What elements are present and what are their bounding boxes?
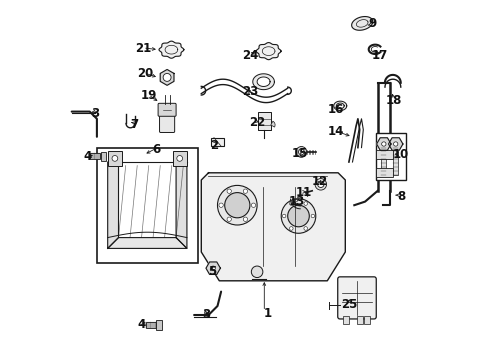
Bar [107,151,122,166]
Text: 25: 25 [340,298,356,311]
Circle shape [303,227,307,230]
Circle shape [381,142,385,146]
Circle shape [211,266,215,270]
Bar [146,322,156,328]
Circle shape [219,203,223,207]
FancyBboxPatch shape [159,114,174,132]
Circle shape [287,205,309,227]
Wedge shape [270,121,275,127]
Circle shape [282,214,285,218]
Bar [392,148,397,175]
Circle shape [281,199,315,233]
Circle shape [393,142,397,146]
Text: 17: 17 [370,49,387,62]
Circle shape [289,227,292,230]
Polygon shape [107,238,186,248]
Circle shape [310,214,314,218]
Circle shape [295,147,306,157]
Text: 24: 24 [241,49,258,62]
Bar [172,151,186,166]
FancyBboxPatch shape [158,103,176,116]
Polygon shape [336,103,344,109]
Bar [375,168,392,177]
FancyBboxPatch shape [337,277,375,319]
Polygon shape [333,101,346,111]
Circle shape [217,185,257,225]
Text: 13: 13 [288,195,304,208]
Circle shape [243,189,247,193]
Text: 7: 7 [130,118,139,131]
Text: 16: 16 [327,103,344,116]
Bar [257,112,270,130]
Text: 2: 2 [209,139,218,152]
Circle shape [251,266,263,278]
Circle shape [112,156,118,161]
Polygon shape [159,41,183,58]
Polygon shape [387,138,402,150]
Text: 12: 12 [311,175,327,188]
Text: 18: 18 [385,94,401,107]
Bar [375,150,392,159]
Circle shape [224,193,249,218]
Text: 23: 23 [241,85,258,98]
Text: 5: 5 [207,265,216,278]
Text: 3: 3 [202,309,210,321]
Circle shape [298,149,304,155]
Bar [211,138,224,146]
Bar [375,133,406,180]
Circle shape [226,189,231,193]
Circle shape [303,202,307,205]
Polygon shape [376,138,390,150]
Polygon shape [160,69,174,85]
Bar [156,320,162,330]
Circle shape [226,217,231,221]
Polygon shape [176,162,186,248]
Circle shape [163,73,171,81]
Circle shape [177,156,182,161]
Bar [356,316,362,324]
Circle shape [317,181,324,188]
Text: 22: 22 [248,116,264,129]
Polygon shape [201,173,345,281]
Text: 1: 1 [264,307,271,320]
Polygon shape [257,77,269,86]
Text: 20: 20 [137,67,153,80]
Bar [381,148,386,175]
Bar [101,152,106,161]
Bar [97,148,197,263]
Text: 6: 6 [152,143,160,156]
Circle shape [289,202,292,205]
Text: 8: 8 [396,190,405,203]
Circle shape [251,203,255,207]
Text: 14: 14 [327,125,344,138]
Polygon shape [256,42,281,60]
Text: 4: 4 [83,150,91,163]
Bar [343,316,348,324]
Circle shape [243,217,247,221]
Bar [90,153,101,159]
Text: 15: 15 [291,147,308,159]
Text: 10: 10 [392,148,408,161]
Circle shape [314,179,326,190]
Text: 19: 19 [141,89,157,102]
Polygon shape [252,74,274,90]
Text: 21: 21 [135,42,151,55]
Text: 4: 4 [138,318,146,330]
Polygon shape [205,262,220,274]
Polygon shape [351,17,372,30]
Text: 3: 3 [91,107,99,120]
Bar [363,316,369,324]
Polygon shape [107,162,118,248]
Text: 11: 11 [295,186,311,199]
Text: 9: 9 [367,17,376,30]
